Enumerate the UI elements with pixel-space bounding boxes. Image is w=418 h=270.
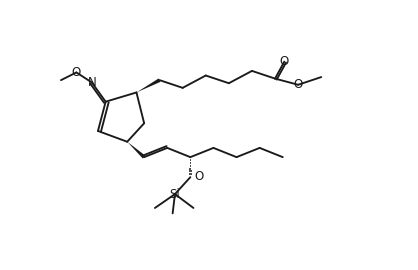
Text: O: O [280, 55, 289, 68]
Text: N: N [87, 76, 96, 89]
Polygon shape [136, 79, 161, 92]
Text: Si: Si [170, 188, 180, 201]
Polygon shape [127, 142, 145, 158]
Text: O: O [194, 170, 204, 183]
Text: O: O [293, 78, 303, 91]
Text: O: O [72, 66, 81, 79]
